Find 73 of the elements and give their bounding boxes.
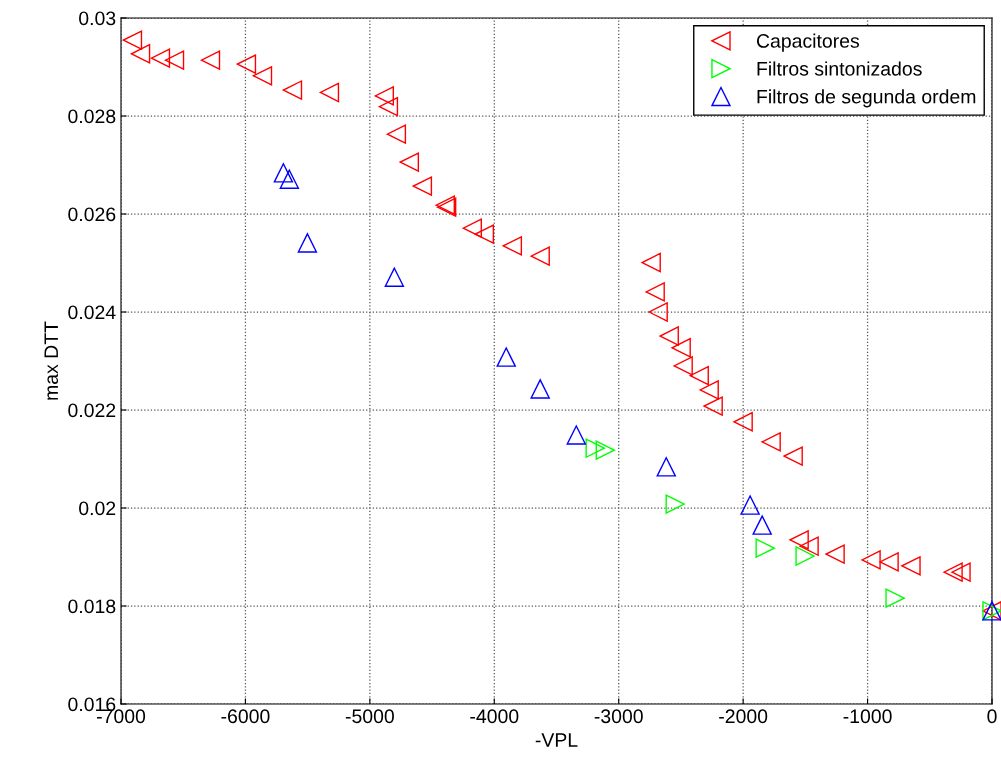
point [130, 44, 151, 64]
x-tick-label: 0 [987, 709, 997, 724]
legend-label: Filtros sintonizados [757, 61, 922, 76]
point [374, 86, 395, 106]
point [384, 267, 405, 287]
point [861, 550, 881, 570]
point [164, 50, 185, 70]
point [319, 82, 340, 103]
y-axis-title: max DTT [44, 321, 59, 400]
point [595, 440, 615, 460]
point [755, 538, 775, 558]
point [378, 96, 399, 117]
point [585, 438, 605, 458]
x-tick-label: -6000 [221, 709, 270, 724]
point [689, 365, 709, 386]
point [462, 218, 482, 238]
point [951, 562, 971, 582]
y-tick-label: 0.026 [68, 207, 116, 222]
point [761, 432, 781, 452]
legend-label: Filtros de segunda ordem [757, 89, 976, 108]
point [901, 556, 921, 576]
point [252, 66, 273, 86]
point [656, 457, 676, 477]
point [783, 446, 803, 466]
point [671, 338, 691, 358]
point [665, 494, 685, 514]
y-tick-label: 0.03 [79, 11, 116, 26]
y-tick-label: 0.028 [68, 109, 116, 124]
point [279, 169, 300, 189]
point [273, 163, 294, 183]
point [879, 552, 899, 572]
point [496, 347, 516, 367]
y-tick-label: 0.022 [68, 403, 116, 418]
point [699, 380, 719, 400]
x-tick-label: -2000 [719, 709, 768, 724]
point [297, 233, 318, 253]
y-tick-label: 0.02 [79, 501, 116, 516]
point [641, 252, 661, 273]
point [399, 152, 420, 172]
x-tick-label: -5000 [345, 709, 394, 724]
y-tick-label: 0.018 [68, 599, 116, 614]
legend-label: Capacitores [756, 33, 860, 52]
point [943, 562, 963, 582]
x-tick-label: -4000 [470, 709, 519, 724]
point [740, 495, 760, 515]
point [566, 425, 587, 445]
y-tick-label: 0.024 [68, 305, 116, 320]
point [282, 80, 303, 100]
point [502, 236, 523, 256]
point [752, 515, 772, 535]
point [825, 544, 845, 564]
point [789, 530, 809, 550]
x-axis-title: -VPL [535, 733, 578, 747]
point [703, 396, 723, 416]
point [673, 356, 693, 376]
x-tick-label: -3000 [594, 709, 643, 724]
point [530, 246, 550, 266]
point [799, 536, 819, 556]
point [795, 546, 815, 566]
point [530, 379, 550, 399]
point [122, 30, 143, 50]
point [645, 282, 665, 302]
point [236, 54, 257, 74]
point [386, 124, 407, 144]
point [412, 176, 433, 196]
x-tick-label: -1000 [843, 709, 892, 724]
point [885, 588, 905, 608]
point [150, 48, 171, 68]
point [648, 302, 668, 322]
point [200, 50, 221, 70]
point [474, 224, 495, 244]
point [733, 412, 753, 432]
point [659, 326, 679, 346]
